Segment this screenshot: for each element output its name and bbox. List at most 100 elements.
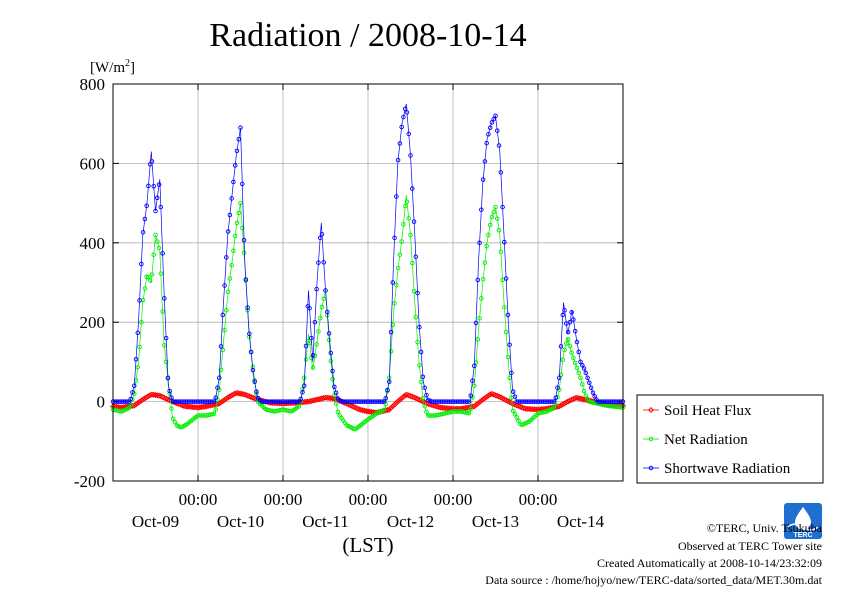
data-point bbox=[404, 199, 410, 205]
data-point bbox=[144, 203, 149, 208]
data-point bbox=[222, 327, 227, 333]
data-point bbox=[406, 216, 411, 221]
data-point bbox=[300, 390, 305, 395]
data-point bbox=[296, 404, 302, 409]
data-point bbox=[493, 204, 498, 210]
data-point bbox=[333, 390, 339, 395]
data-point bbox=[140, 396, 147, 403]
data-point bbox=[387, 379, 392, 385]
x-tick-date-label: Oct-09 bbox=[132, 512, 179, 531]
data-point bbox=[232, 233, 238, 239]
data-point bbox=[405, 392, 412, 399]
data-point bbox=[400, 393, 407, 400]
data-point bbox=[484, 140, 489, 146]
y-tick-label: 0 bbox=[97, 393, 106, 412]
data-point bbox=[245, 305, 250, 310]
data-point bbox=[392, 301, 397, 306]
data-point bbox=[424, 392, 429, 398]
data-point bbox=[583, 370, 589, 376]
data-point bbox=[560, 312, 566, 318]
data-point bbox=[356, 406, 363, 413]
data-point bbox=[325, 309, 330, 315]
data-point bbox=[330, 376, 335, 382]
data-point bbox=[489, 214, 495, 220]
data-point bbox=[515, 402, 522, 410]
x-tick-time-label: 00:00 bbox=[264, 490, 303, 509]
data-point bbox=[144, 274, 149, 280]
data-point bbox=[581, 366, 587, 371]
credit-created: Created Automatically at 2008-10-14/23:3… bbox=[597, 556, 822, 570]
data-point bbox=[379, 399, 385, 404]
data-point bbox=[587, 380, 592, 385]
data-point bbox=[221, 396, 228, 403]
data-point bbox=[479, 296, 484, 301]
data-point bbox=[153, 232, 158, 238]
data-point bbox=[588, 385, 594, 390]
data-point bbox=[241, 250, 247, 255]
data-point bbox=[252, 379, 257, 385]
data-point bbox=[229, 263, 234, 268]
data-point bbox=[240, 225, 245, 231]
data-point bbox=[217, 399, 225, 406]
data-point bbox=[162, 296, 167, 301]
data-point bbox=[475, 277, 481, 283]
data-point bbox=[390, 280, 396, 285]
data-point bbox=[567, 343, 573, 349]
data-point bbox=[141, 395, 148, 402]
data-point bbox=[555, 385, 560, 390]
data-point bbox=[474, 400, 481, 407]
data-point bbox=[238, 125, 243, 130]
data-point bbox=[580, 362, 585, 368]
data-point bbox=[149, 159, 155, 164]
data-point bbox=[316, 329, 321, 334]
data-point bbox=[491, 209, 496, 215]
data-point bbox=[383, 396, 388, 401]
data-point bbox=[413, 254, 419, 259]
data-point bbox=[134, 400, 141, 407]
y-tick-label: 800 bbox=[80, 75, 106, 94]
data-point bbox=[220, 312, 226, 318]
data-point bbox=[517, 403, 524, 410]
data-point bbox=[579, 395, 586, 403]
data-point bbox=[519, 404, 526, 411]
legend-marker bbox=[647, 406, 655, 414]
data-point bbox=[466, 399, 472, 404]
data-point bbox=[473, 320, 479, 326]
series-shortwave-radiation bbox=[110, 103, 626, 404]
data-point bbox=[359, 407, 366, 414]
data-point bbox=[564, 341, 569, 346]
data-point bbox=[151, 252, 156, 257]
data-point bbox=[482, 159, 488, 164]
grid-lines bbox=[113, 84, 623, 481]
data-point bbox=[551, 399, 557, 404]
data-point bbox=[158, 204, 164, 210]
data-point bbox=[490, 391, 497, 398]
data-point bbox=[243, 277, 249, 282]
data-point bbox=[565, 329, 571, 335]
data-point bbox=[216, 400, 223, 407]
data-point bbox=[468, 393, 473, 398]
data-point bbox=[381, 407, 387, 413]
data-point bbox=[583, 393, 589, 398]
data-point bbox=[481, 395, 488, 402]
data-point bbox=[395, 265, 401, 271]
data-point bbox=[361, 407, 368, 414]
data-point bbox=[496, 227, 502, 233]
data-point bbox=[310, 353, 316, 358]
data-point bbox=[209, 399, 215, 404]
data-point bbox=[187, 403, 194, 410]
data-point bbox=[225, 229, 231, 234]
credit-source: Data source : /home/hojyo/new/TERC-data/… bbox=[485, 573, 822, 587]
data-point bbox=[574, 365, 580, 371]
data-point bbox=[156, 245, 162, 251]
data-point bbox=[520, 405, 527, 412]
x-tick-time-label: 00:00 bbox=[349, 490, 388, 509]
data-point bbox=[404, 110, 410, 115]
data-point bbox=[491, 116, 496, 122]
data-point bbox=[231, 248, 236, 253]
data-point bbox=[235, 390, 242, 397]
x-tick-date-label: Oct-13 bbox=[472, 512, 519, 531]
data-point bbox=[148, 391, 155, 398]
data-point bbox=[124, 399, 130, 404]
data-point bbox=[572, 328, 578, 334]
